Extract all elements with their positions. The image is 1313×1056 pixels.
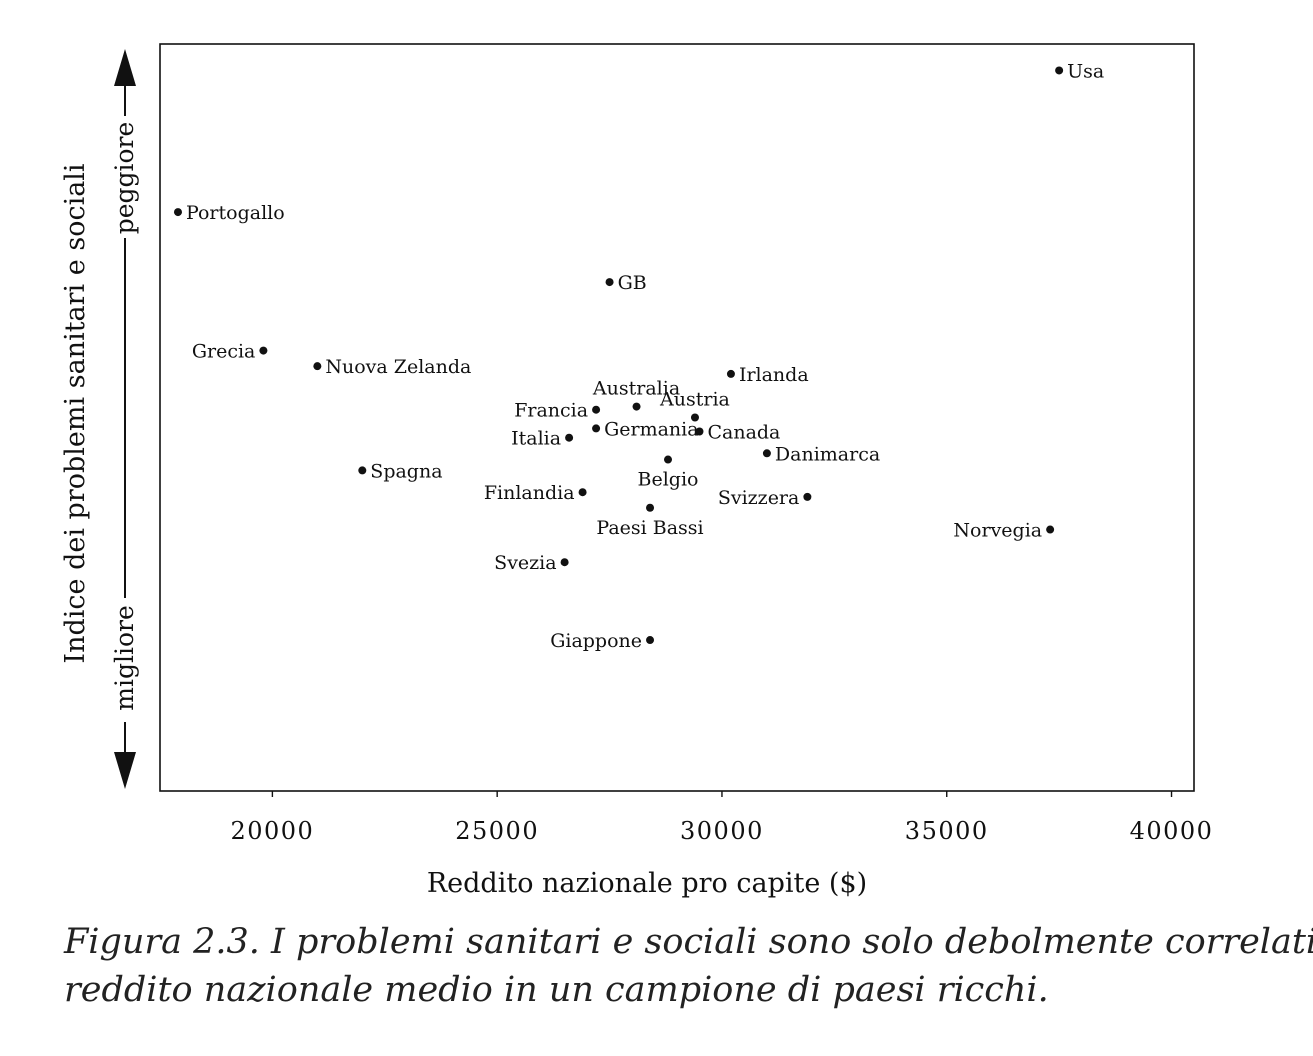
data-point-label: Germania — [604, 418, 699, 440]
data-point — [173, 208, 182, 217]
data-point — [690, 413, 699, 422]
data-point-label: Giappone — [550, 630, 642, 652]
data-point-label: Portogallo — [186, 202, 285, 224]
data-point — [632, 402, 641, 411]
data-point-label: Grecia — [192, 341, 256, 363]
data-point-label: Usa — [1067, 60, 1104, 82]
data-point-label: Finlandia — [484, 482, 575, 504]
data-point — [259, 346, 268, 355]
figure-caption: Figura 2.3. I problemi sanitari e social… — [64, 918, 1313, 1014]
arrow-down-icon — [114, 752, 136, 789]
data-point — [1046, 525, 1055, 534]
data-point-label: Nuova Zelanda — [325, 356, 471, 378]
data-point-label: Canada — [707, 422, 780, 444]
data-point-label: Norvegia — [953, 520, 1042, 542]
data-point — [646, 503, 655, 512]
data-point — [578, 488, 587, 497]
data-point — [313, 362, 322, 371]
caption-line-1: Figura 2.3. I problemi sanitari e social… — [64, 922, 1313, 962]
x-tick-label: 30000 — [680, 817, 764, 845]
data-point — [803, 492, 812, 501]
data-point — [592, 424, 601, 433]
data-point-label: Austria — [659, 389, 730, 411]
data-point — [726, 369, 735, 378]
caption-line-2: reddito nazionale medio in un campione d… — [64, 970, 1049, 1010]
data-point — [592, 405, 601, 414]
data-point-label: Belgio — [638, 469, 699, 491]
y-direction-label-top: peggiore — [110, 122, 139, 235]
x-axis-label: Reddito nazionale pro capite ($) — [427, 868, 867, 899]
data-point-label: GB — [618, 272, 647, 294]
data-point-label: Paesi Bassi — [596, 517, 703, 539]
data-point — [358, 466, 367, 475]
y-direction-label-bottom: migliore — [110, 605, 139, 711]
data-point — [1055, 66, 1064, 75]
x-tick-label: 40000 — [1130, 817, 1214, 845]
data-point-label: Svezia — [494, 552, 556, 574]
data-point-label: Danimarca — [775, 443, 880, 465]
data-point — [646, 636, 655, 645]
data-point-label: Spagna — [370, 460, 442, 482]
data-point — [560, 558, 569, 567]
arrow-up-icon — [114, 49, 136, 86]
plot-frame — [159, 43, 1195, 792]
data-point-label: Francia — [514, 400, 588, 422]
data-point — [565, 433, 574, 442]
data-point-label: Svizzera — [718, 487, 800, 509]
data-point — [605, 278, 614, 287]
data-point — [695, 427, 704, 436]
x-tick-label: 25000 — [455, 817, 539, 845]
x-tick-label: 20000 — [230, 817, 314, 845]
x-tick-label: 35000 — [905, 817, 989, 845]
data-point — [664, 455, 673, 464]
data-point-label: Italia — [511, 428, 561, 450]
data-point-label: Australia — [592, 378, 680, 400]
y-axis-label: Indice dei problemi sanitari e sociali — [60, 163, 91, 664]
data-point-label: Irlanda — [739, 364, 809, 386]
data-point — [762, 449, 771, 458]
scatter-chart: 20000 25000 30000 35000 40000 Reddito naziona… — [60, 43, 1214, 899]
